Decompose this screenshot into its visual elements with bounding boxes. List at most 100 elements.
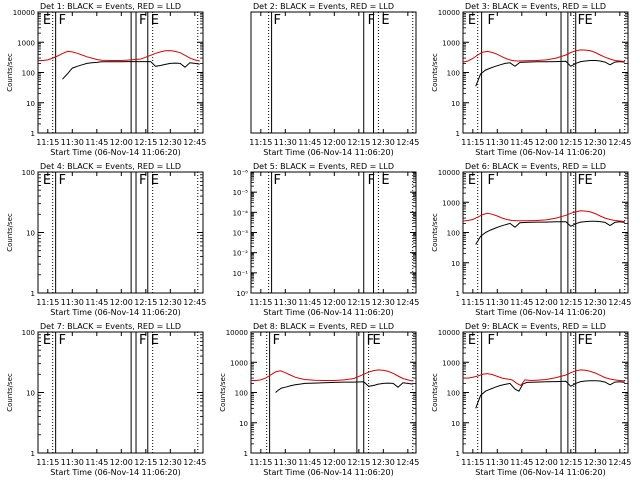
- y-axis-label: Counts/sec: [6, 373, 14, 412]
- x-tick-label: 12:00: [110, 458, 133, 467]
- y-tick-label: 1: [244, 450, 248, 458]
- x-axis-label: Start Time (06-Nov-14 11:06:20): [50, 308, 180, 317]
- x-tick-label: 11:45: [298, 138, 321, 147]
- y-tick-label: 1: [31, 450, 35, 458]
- series-lld: [462, 49, 625, 63]
- x-tick-label: 11:15: [249, 458, 272, 467]
- y-tick-label: 1: [31, 290, 35, 298]
- event-marker: F: [368, 173, 375, 188]
- x-tick-label: 12:45: [608, 458, 631, 467]
- y-tick-label: 1000: [230, 359, 248, 367]
- x-tick-label: 12:45: [608, 298, 631, 307]
- x-tick-label: 11:15: [249, 298, 272, 307]
- event-marker: F: [488, 333, 495, 348]
- event-marker: E: [373, 333, 381, 348]
- plot-frame: [37, 331, 204, 454]
- x-tick-label: 12:30: [584, 298, 607, 307]
- y-tick-label: 1000: [17, 39, 35, 47]
- panel-title: Det 3: BLACK = Events, RED = LLD: [465, 2, 606, 11]
- y-tick-label: 10: [451, 420, 460, 428]
- x-tick-label: 12:00: [323, 298, 346, 307]
- x-tick-label: 12:00: [535, 458, 558, 467]
- x-tick-label: 12:15: [347, 138, 370, 147]
- panel-title: Det 8: BLACK = Events, RED = LLD: [253, 322, 394, 331]
- x-tick-label: 12:00: [323, 458, 346, 467]
- x-tick-label: 12:15: [559, 458, 582, 467]
- x-tick-label: 11:30: [274, 138, 297, 147]
- x-tick-label: 12:45: [183, 298, 206, 307]
- y-tick-label: 100: [447, 390, 460, 398]
- x-tick-label: 11:15: [461, 298, 484, 307]
- panel-title: Det 1: BLACK = Events, RED = LLD: [40, 2, 181, 11]
- x-tick-label: 12:45: [183, 138, 206, 147]
- series-lld: [38, 50, 200, 62]
- event-marker: E: [585, 173, 593, 188]
- event-marker: E: [151, 333, 159, 348]
- y-tick-label: 10000: [226, 329, 248, 337]
- event-marker: F: [274, 173, 281, 188]
- x-tick-label: 11:15: [36, 138, 59, 147]
- x-tick-label: 12:15: [134, 298, 157, 307]
- plot-frame: [462, 11, 629, 134]
- y-tick-label: 1000: [442, 39, 460, 47]
- series-events: [475, 380, 625, 409]
- plot-frame: [462, 171, 629, 294]
- plot-frame: [250, 171, 417, 294]
- plot-frame: [462, 331, 629, 454]
- event-marker: F: [578, 173, 585, 188]
- y-tick-label: 1: [31, 130, 35, 138]
- x-tick-label: 11:45: [85, 298, 108, 307]
- x-tick-label: 12:45: [396, 458, 419, 467]
- x-tick-label: 12:00: [323, 138, 346, 147]
- x-tick-label: 12:30: [159, 458, 182, 467]
- panel-title: Det 4: BLACK = Events, RED = LLD: [40, 162, 181, 171]
- x-tick-label: 11:30: [274, 458, 297, 467]
- y-axis-label: Counts/sec: [6, 213, 14, 252]
- event-marker: F: [578, 13, 585, 28]
- event-marker: E: [585, 333, 593, 348]
- event-marker: E: [151, 13, 159, 28]
- x-tick-label: 12:30: [372, 298, 395, 307]
- x-axis-label: Start Time (06-Nov-14 11:06:20): [263, 308, 393, 317]
- y-tick-label: 10: [451, 100, 460, 108]
- panel-title: Det 6: BLACK = Events, RED = LLD: [465, 162, 606, 171]
- y-tick-label: 1: [456, 290, 460, 298]
- event-marker: E: [43, 13, 51, 28]
- event-marker: F: [139, 333, 146, 348]
- y-axis-label: Counts/sec: [431, 213, 439, 252]
- y-axis-label: Counts/sec: [219, 373, 227, 412]
- panel-det-8: Det 8: BLACK = Events, RED = LLD 11:15 11:…: [219, 322, 419, 477]
- x-tick-label: 11:45: [510, 458, 533, 467]
- x-tick-label: 12:00: [110, 138, 133, 147]
- series-events: [475, 220, 625, 245]
- y-tick-label: 10000: [438, 9, 460, 17]
- x-tick-label: 12:45: [396, 138, 419, 147]
- event-marker: E: [43, 333, 51, 348]
- event-marker: E: [381, 13, 389, 28]
- event-marker: F: [59, 333, 66, 348]
- y-tick-label: 10: [239, 420, 248, 428]
- x-tick-label: 12:45: [396, 298, 419, 307]
- y-tick-label: 100: [235, 390, 248, 398]
- x-tick-label: 11:45: [85, 458, 108, 467]
- panel-title: Det 5: BLACK = Events, RED = LLD: [253, 162, 394, 171]
- panel-title: Det 7: BLACK = Events, RED = LLD: [40, 322, 181, 331]
- y-tick-label: 100: [447, 70, 460, 78]
- y-axis-label: Counts/sec: [6, 53, 14, 92]
- y-tick-label: 100: [447, 230, 460, 238]
- x-tick-label: 12:30: [159, 298, 182, 307]
- plot-frame: [37, 11, 204, 134]
- x-tick-label: 11:30: [274, 298, 297, 307]
- event-marker: E: [468, 173, 476, 188]
- x-tick-label: 12:30: [159, 138, 182, 147]
- event-marker: F: [59, 13, 66, 28]
- x-axis-label: Start Time (06-Nov-14 11:06:20): [475, 308, 605, 317]
- y-tick-label: 1000: [442, 359, 460, 367]
- x-tick-label: 11:30: [486, 138, 509, 147]
- event-marker: F: [578, 333, 585, 348]
